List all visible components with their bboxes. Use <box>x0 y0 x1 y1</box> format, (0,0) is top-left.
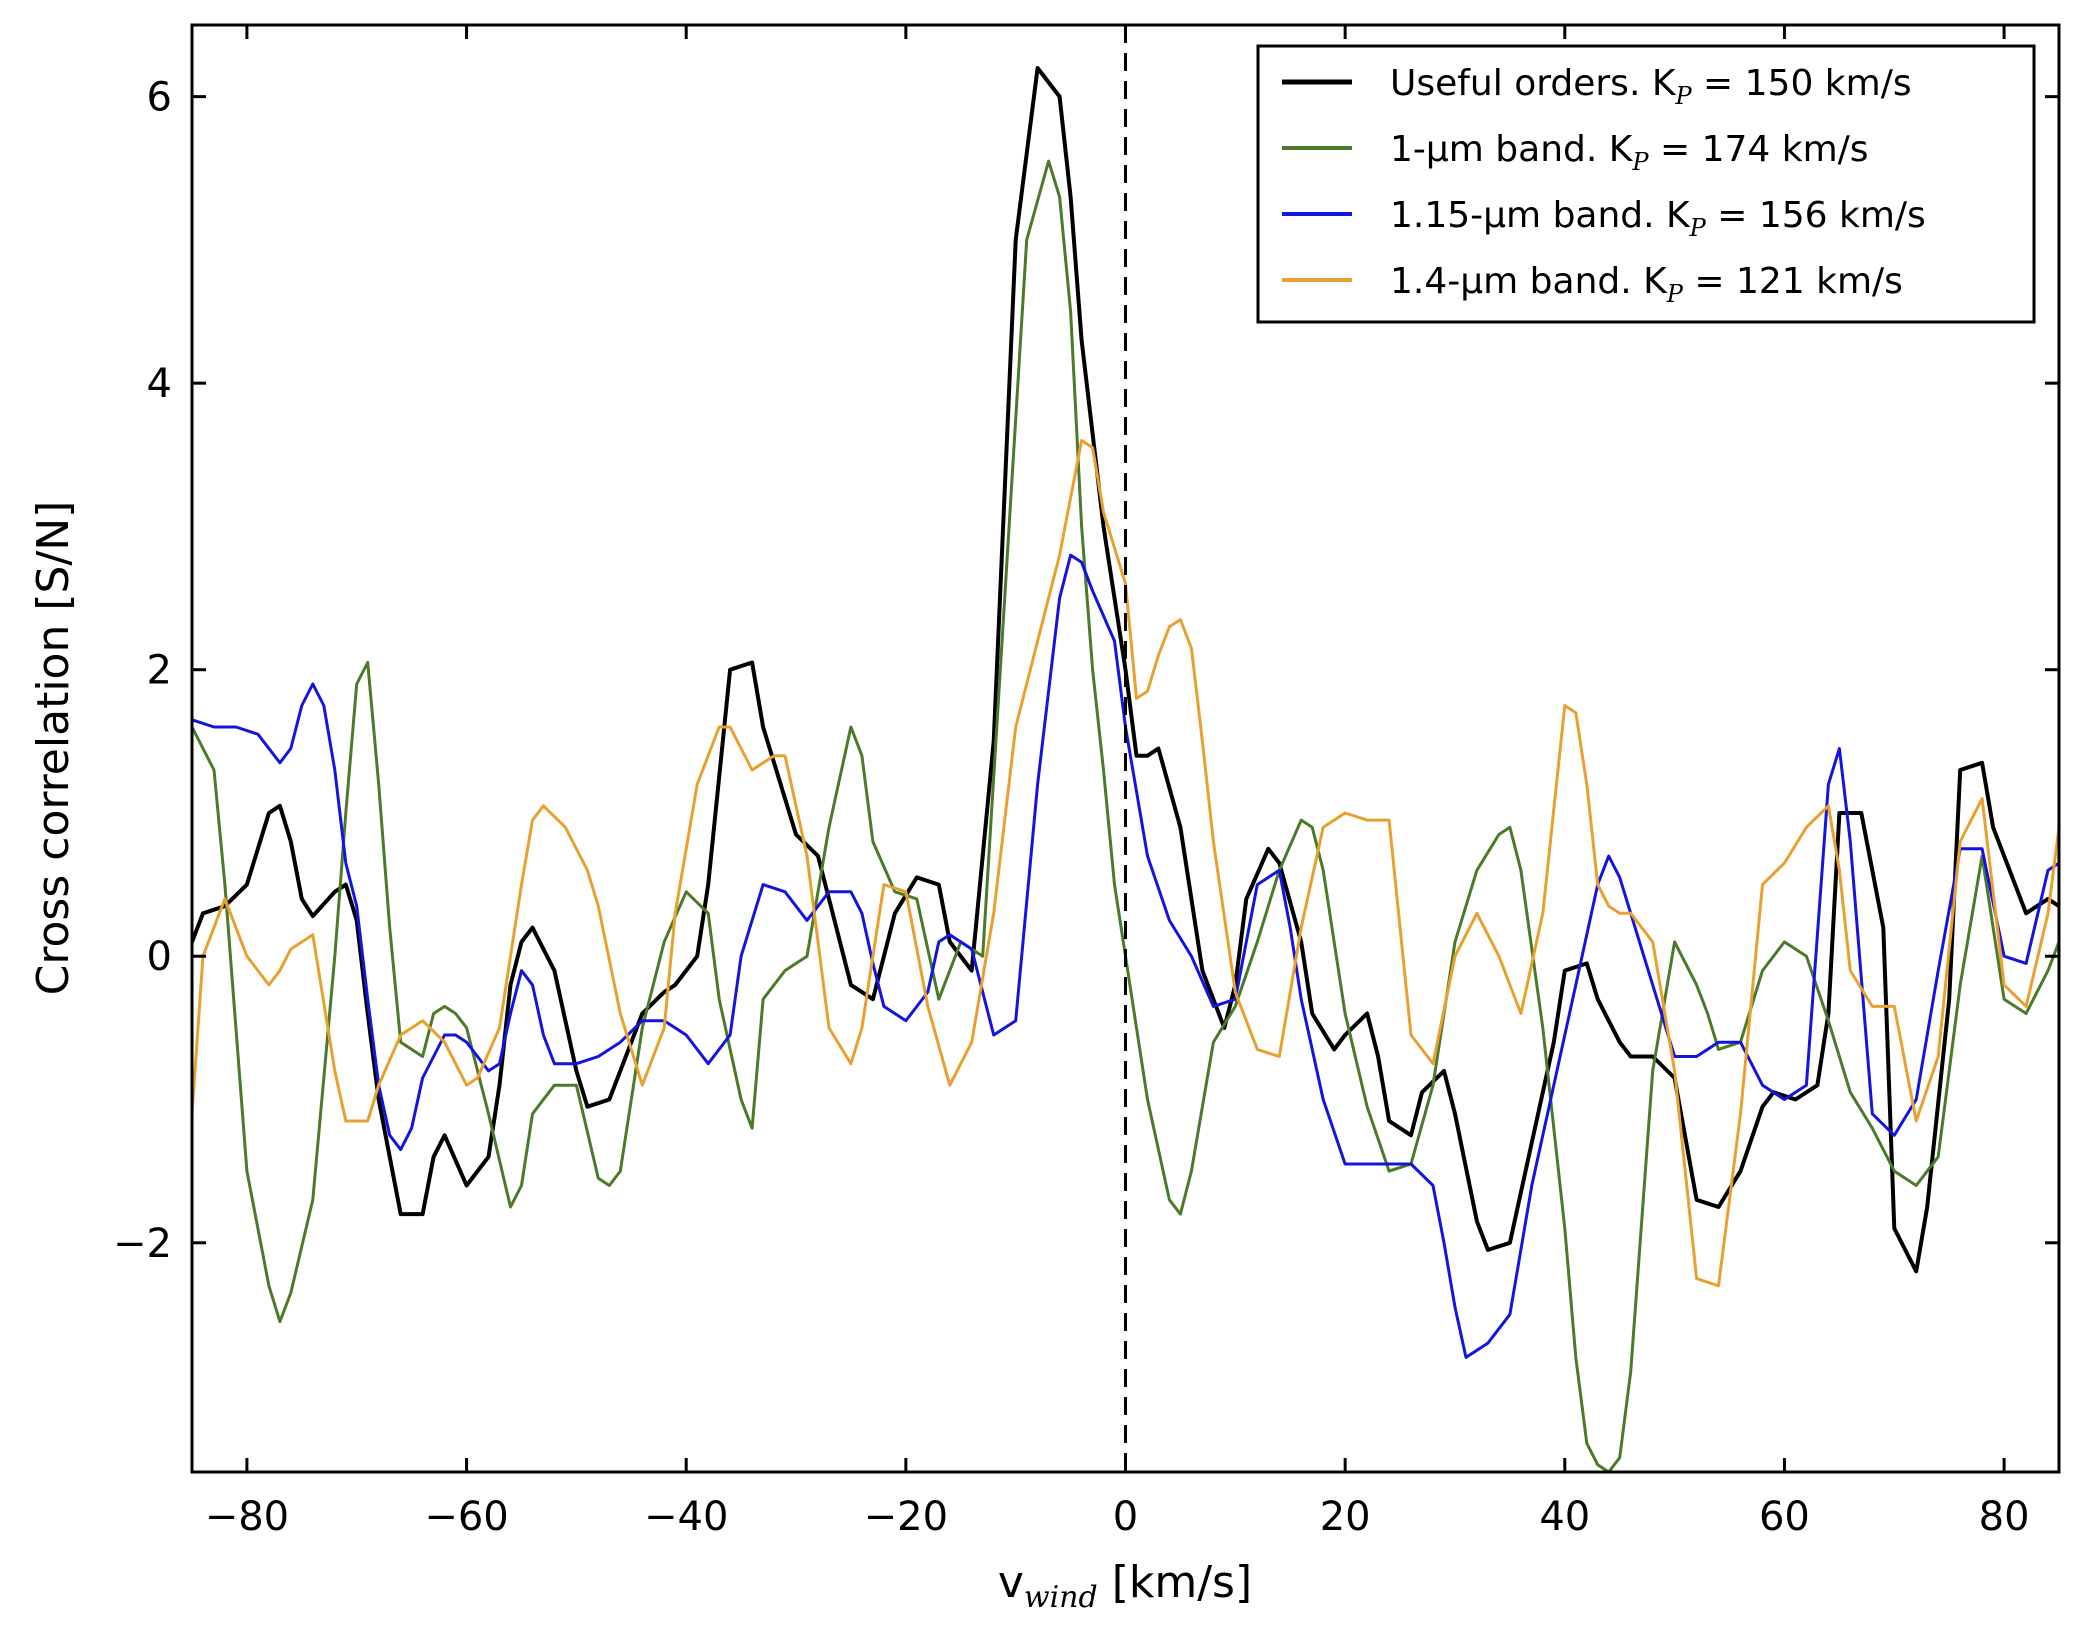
series-line-2 <box>192 553 2059 1359</box>
x-tick-label: −40 <box>644 1494 728 1540</box>
x-axis-label: vwind [km/s] <box>998 1557 1252 1615</box>
legend-entry-1: 1-μm band. KP = 174 km/s <box>1390 129 1869 176</box>
x-tick-label: 60 <box>1759 1494 1810 1540</box>
x-tick-label: 40 <box>1539 1494 1590 1540</box>
y-tick-label: −2 <box>113 1221 172 1267</box>
legend-entry-subscript: P <box>1666 280 1684 308</box>
y-tick-label: 0 <box>147 934 172 980</box>
y-tick-label: 4 <box>147 361 172 407</box>
x-axis-label-main: v <box>998 1557 1024 1608</box>
legend-entry-main: 1.4-μm band. K <box>1390 261 1668 302</box>
legend-box <box>1256 44 2036 324</box>
x-tick-label: 20 <box>1320 1494 1371 1540</box>
legend: Useful orders. KP = 150 km/s1-μm band. K… <box>1256 44 2036 324</box>
y-axis-label: Cross correlation [S/N] <box>28 501 79 996</box>
series-layer <box>192 66 2059 1472</box>
legend-entry-subscript: P <box>1631 148 1649 176</box>
legend-entry-main: 1-μm band. K <box>1390 129 1634 170</box>
legend-entry-main: 1.15-μm band. K <box>1390 195 1691 236</box>
x-axis-label-subscript: wind <box>1024 1580 1098 1615</box>
legend-entry-2: 1.15-μm band. KP = 156 km/s <box>1390 195 1926 242</box>
legend-entry-subscript: P <box>1689 214 1707 242</box>
x-tick-label: −80 <box>205 1494 289 1540</box>
x-axis-label-unit: [km/s] <box>1098 1557 1252 1608</box>
x-tick-label: −60 <box>424 1494 508 1540</box>
legend-entry-rest: = 121 km/s <box>1683 261 1903 302</box>
legend-entry-rest: = 150 km/s <box>1692 63 1912 104</box>
x-tick-label: −20 <box>864 1494 948 1540</box>
y-tick-label: 2 <box>147 648 172 694</box>
y-tick-label: 6 <box>147 75 172 121</box>
series-line-0 <box>192 66 2059 1274</box>
series-line-3 <box>192 439 2059 1288</box>
x-tick-label: 0 <box>1113 1494 1138 1540</box>
x-tick-label: 80 <box>1979 1494 2030 1540</box>
legend-entry-3: 1.4-μm band. KP = 121 km/s <box>1390 261 1903 308</box>
legend-entry-0: Useful orders. KP = 150 km/s <box>1390 63 1912 110</box>
legend-entry-rest: = 156 km/s <box>1706 195 1926 236</box>
series-line-1 <box>192 159 2059 1472</box>
legend-entry-main: Useful orders. K <box>1390 63 1677 104</box>
legend-entry-subscript: P <box>1674 82 1692 110</box>
legend-entry-rest: = 174 km/s <box>1649 129 1869 170</box>
